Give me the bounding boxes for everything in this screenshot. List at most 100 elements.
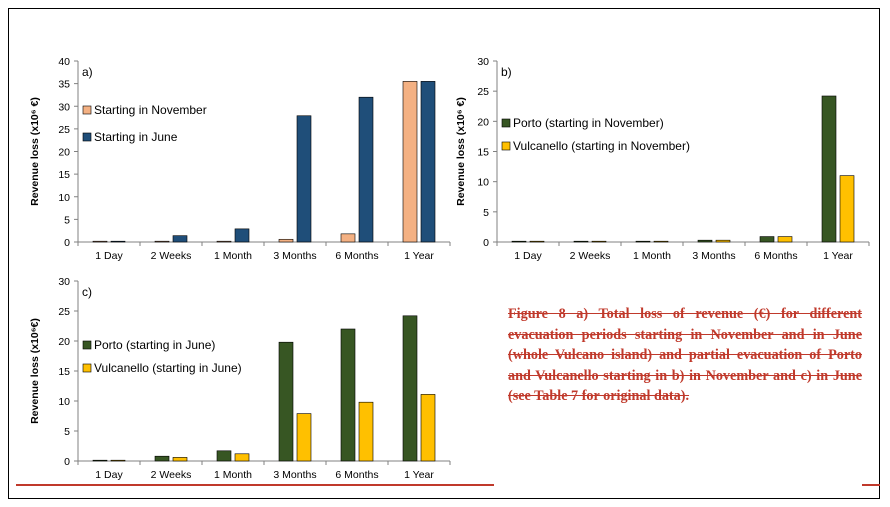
bar: [172, 457, 188, 462]
x-tick-label: 6 Months: [335, 469, 378, 481]
bar: [110, 459, 126, 462]
x-tick-label: 3 Months: [692, 250, 735, 262]
y-axis-label: Revenue loss (x10⁶€): [29, 318, 41, 424]
bar: [715, 239, 731, 243]
legend-label: Vulcanello (starting in November): [513, 139, 690, 153]
y-tick-label: 5: [64, 214, 70, 226]
bar: [154, 240, 170, 243]
y-tick-label: 15: [477, 147, 489, 159]
bar: [697, 239, 713, 243]
bar: [358, 401, 374, 462]
bar: [340, 233, 356, 243]
figure-frame: [8, 8, 880, 499]
y-tick-label: 15: [58, 366, 70, 378]
figure-caption: Figure 8 a) Total loss of revenue (€) fo…: [508, 306, 862, 405]
y-tick-label: 10: [58, 192, 70, 204]
x-tick-label: 1 Day: [95, 469, 123, 481]
bar: [296, 115, 312, 243]
bar: [110, 240, 126, 243]
y-tick-label: 25: [477, 86, 489, 98]
bar: [402, 81, 418, 243]
bar: [92, 240, 108, 243]
bar: [234, 228, 250, 243]
bar: [821, 95, 837, 243]
caption-underline-left: [16, 484, 494, 486]
x-tick-label: 1 Month: [214, 469, 252, 481]
legend-swatch: [82, 340, 92, 350]
y-tick-label: 0: [64, 237, 70, 249]
bar: [591, 240, 607, 243]
y-tick-label: 30: [58, 276, 70, 288]
bar: [653, 240, 669, 243]
y-axis-label: Revenue loss (x10⁶ €): [29, 97, 41, 206]
y-tick-label: 30: [58, 101, 70, 113]
x-tick-label: 1 Year: [404, 250, 434, 262]
x-tick-label: 1 Day: [514, 250, 542, 262]
x-tick-label: 3 Months: [273, 250, 316, 262]
bar: [759, 236, 775, 243]
y-tick-label: 15: [58, 169, 70, 181]
y-tick-label: 5: [483, 207, 489, 219]
legend-label: Starting in November: [94, 103, 207, 117]
y-tick-label: 10: [477, 177, 489, 189]
x-tick-label: 1 Day: [95, 250, 123, 262]
y-tick-label: 0: [483, 237, 489, 249]
y-tick-label: 0: [64, 456, 70, 468]
legend-swatch: [82, 132, 92, 142]
caption-underline-right: [862, 484, 880, 486]
panel-label: c): [82, 285, 92, 299]
legend-swatch: [501, 118, 511, 128]
x-tick-label: 1 Month: [214, 250, 252, 262]
bar: [511, 240, 527, 243]
legend-swatch: [501, 141, 511, 151]
bar: [172, 235, 188, 243]
x-tick-label: 2 Weeks: [151, 250, 192, 262]
legend-label: Porto (starting in November): [513, 116, 664, 130]
bar: [529, 240, 545, 243]
x-tick-label: 6 Months: [335, 250, 378, 262]
x-tick-label: 1 Year: [404, 469, 434, 481]
panel-label: a): [82, 65, 93, 79]
y-tick-label: 10: [58, 396, 70, 408]
legend-swatch: [82, 363, 92, 373]
bar: [296, 413, 312, 462]
bar: [216, 240, 232, 243]
bar: [216, 450, 232, 462]
y-tick-label: 40: [58, 56, 70, 68]
y-tick-label: 25: [58, 124, 70, 136]
legend-label: Starting in June: [94, 130, 178, 144]
bar: [402, 315, 418, 462]
bar: [92, 459, 108, 462]
bar: [278, 238, 294, 243]
legend-label: Vulcanello (starting in June): [94, 361, 242, 375]
bar: [420, 394, 436, 462]
bar: [154, 455, 170, 462]
x-tick-label: 2 Weeks: [151, 469, 192, 481]
y-tick-label: 30: [477, 56, 489, 68]
y-tick-label: 20: [477, 116, 489, 128]
x-tick-label: 2 Weeks: [570, 250, 611, 262]
x-tick-label: 1 Year: [823, 250, 853, 262]
bar: [573, 240, 589, 243]
bar: [420, 81, 436, 243]
bar: [777, 236, 793, 243]
y-tick-label: 25: [58, 306, 70, 318]
x-tick-label: 3 Months: [273, 469, 316, 481]
x-tick-label: 1 Month: [633, 250, 671, 262]
y-axis-label: Revenue loss (x10⁶ €): [455, 97, 467, 206]
bar: [839, 175, 855, 243]
bar: [340, 328, 356, 462]
y-tick-label: 20: [58, 336, 70, 348]
legend-swatch: [82, 105, 92, 115]
bar: [234, 453, 250, 462]
y-tick-label: 5: [64, 426, 70, 438]
y-tick-label: 35: [58, 79, 70, 91]
bar: [358, 96, 374, 243]
panel-label: b): [501, 65, 512, 79]
y-tick-label: 20: [58, 147, 70, 159]
legend-label: Porto (starting in June): [94, 338, 215, 352]
bar: [635, 240, 651, 243]
